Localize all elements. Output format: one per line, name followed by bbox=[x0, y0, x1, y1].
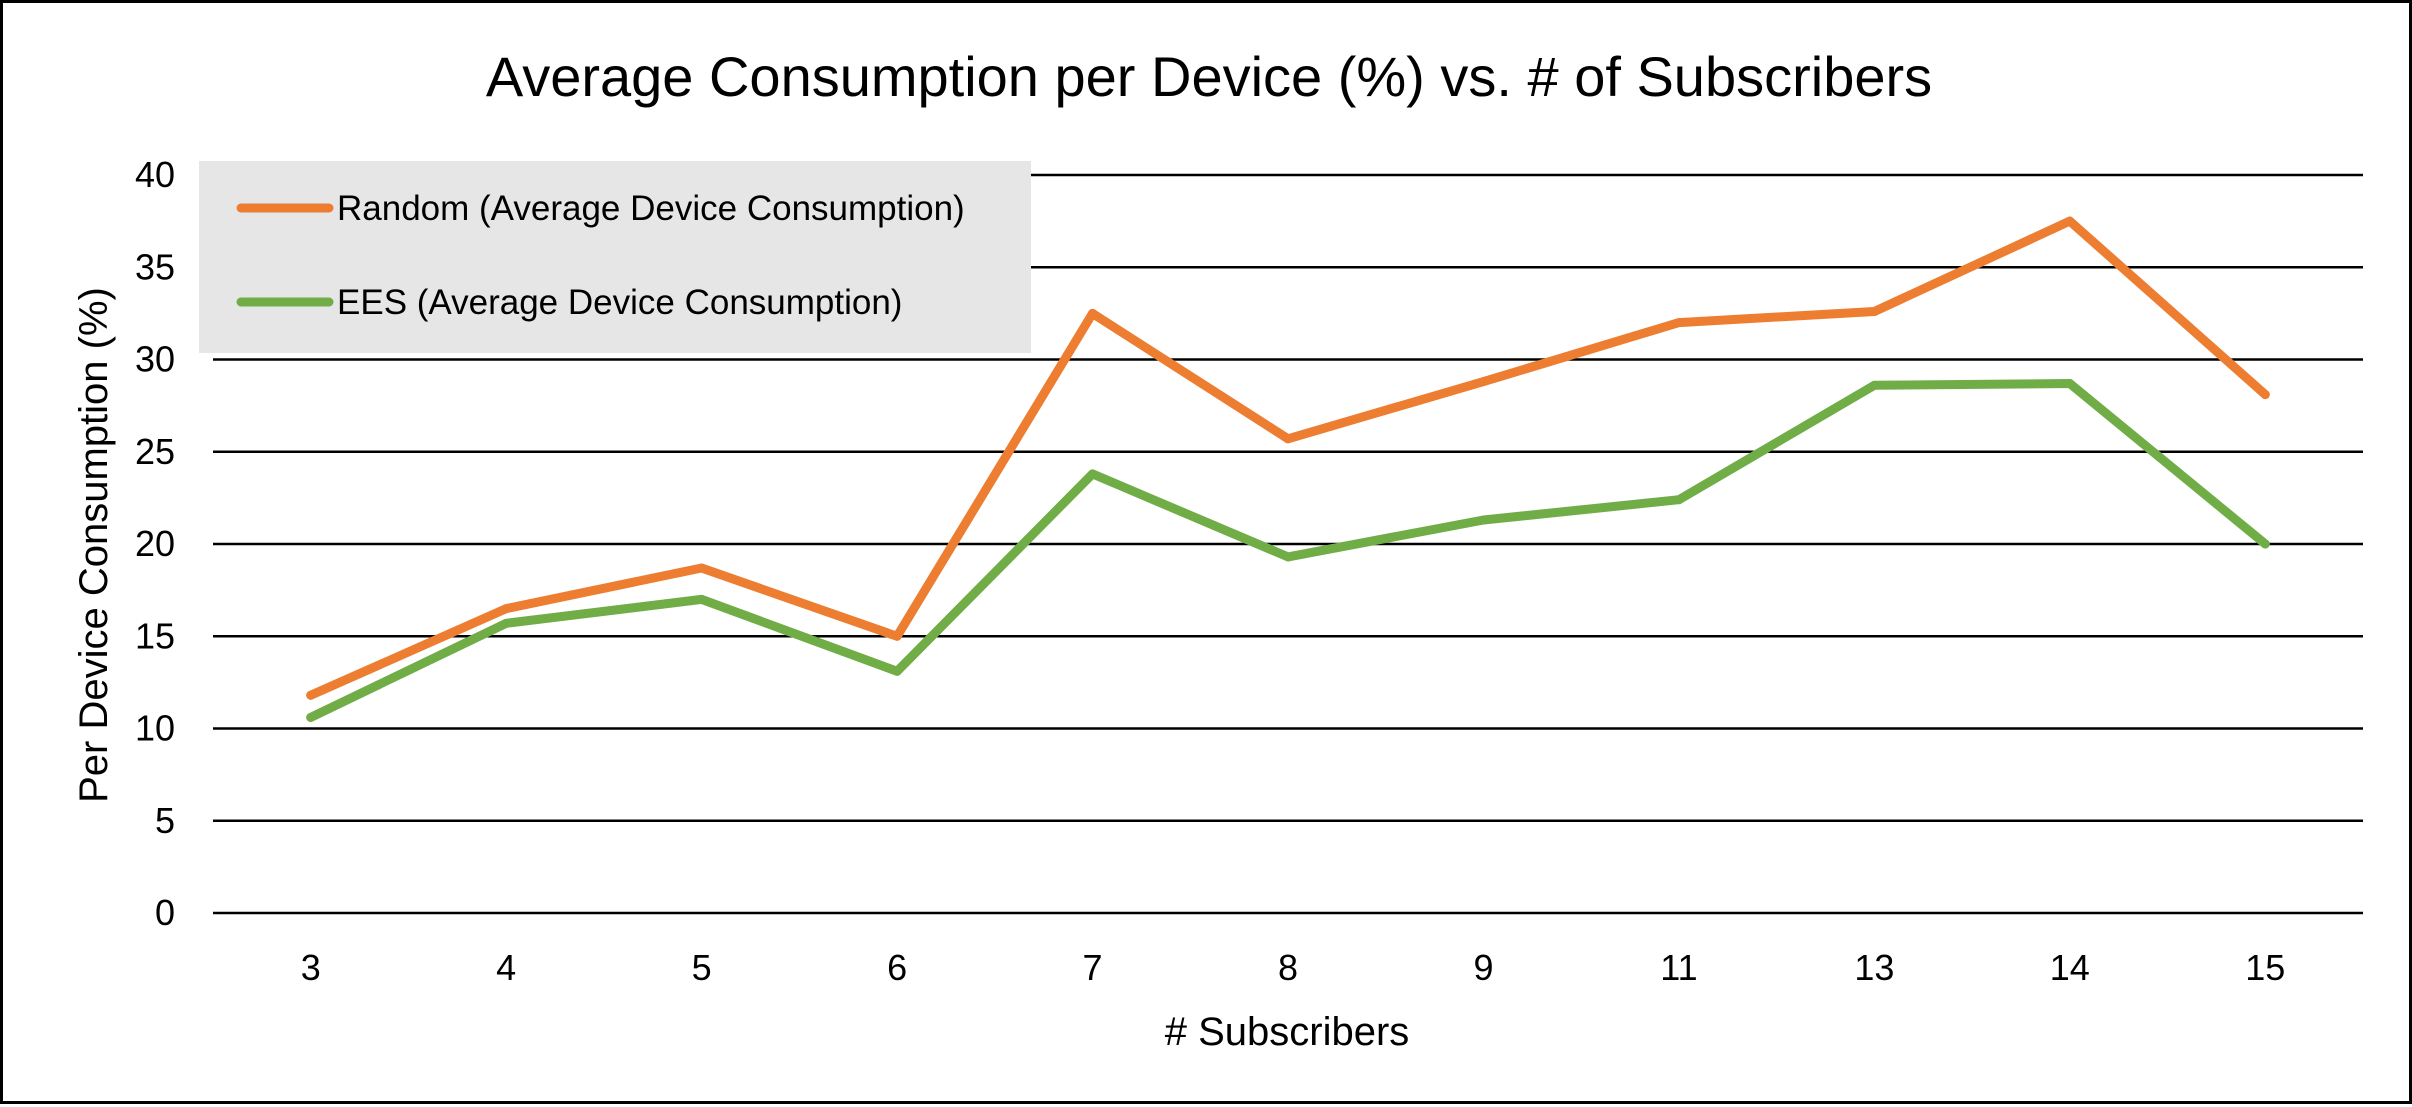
y-tick-label: 0 bbox=[155, 892, 175, 933]
y-tick-label: 35 bbox=[135, 246, 175, 287]
x-axis-title: # Subscribers bbox=[1165, 1010, 1410, 1054]
x-tick-label: 7 bbox=[1083, 947, 1103, 988]
data-point bbox=[2260, 539, 2270, 549]
data-point bbox=[1088, 308, 1098, 318]
y-tick-label: 10 bbox=[135, 708, 175, 749]
legend-label: Random (Average Device Consumption) bbox=[337, 189, 965, 228]
x-tick-label: 6 bbox=[887, 947, 907, 988]
data-point bbox=[1869, 380, 1879, 390]
y-tick-label: 5 bbox=[155, 800, 175, 841]
x-tick-label: 11 bbox=[1660, 947, 1697, 988]
data-point bbox=[697, 594, 707, 604]
series-lines bbox=[306, 216, 2270, 722]
y-tick-label: 40 bbox=[135, 154, 175, 195]
data-point bbox=[1674, 318, 1684, 328]
x-tick-label: 3 bbox=[301, 947, 321, 988]
y-axis-title: Per Device Consumption (%) bbox=[72, 287, 116, 803]
line-chart: Average Consumption per Device (%) vs. #… bbox=[72, 45, 2363, 1054]
y-tick-label: 20 bbox=[135, 523, 175, 564]
x-tick-label: 13 bbox=[1854, 947, 1894, 988]
data-point bbox=[501, 618, 511, 628]
data-point bbox=[2065, 216, 2075, 226]
data-point bbox=[2260, 390, 2270, 400]
x-tick-label: 15 bbox=[2245, 947, 2285, 988]
data-point bbox=[1088, 469, 1098, 479]
data-point bbox=[1869, 307, 1879, 317]
y-axis-ticks: 0 5 10 15 20 25 30 35 40 bbox=[135, 154, 175, 933]
x-tick-label: 4 bbox=[496, 947, 516, 988]
data-point bbox=[1478, 377, 1488, 387]
y-tick-label: 30 bbox=[135, 339, 175, 380]
data-point bbox=[697, 563, 707, 573]
legend-label: EES (Average Device Consumption) bbox=[337, 283, 902, 322]
chart-title: Average Consumption per Device (%) vs. #… bbox=[486, 45, 1932, 108]
data-point bbox=[1283, 434, 1293, 444]
data-point bbox=[1674, 495, 1684, 505]
x-tick-label: 5 bbox=[692, 947, 712, 988]
y-tick-label: 15 bbox=[135, 615, 175, 656]
data-point bbox=[1283, 552, 1293, 562]
legend: Random (Average Device Consumption) EES (… bbox=[199, 161, 1031, 353]
data-point bbox=[501, 604, 511, 614]
data-point bbox=[2065, 378, 2075, 388]
x-axis-ticks: 3 4 5 6 7 8 9 11 13 14 15 bbox=[301, 947, 2286, 988]
x-tick-label: 8 bbox=[1278, 947, 1298, 988]
data-point bbox=[892, 666, 902, 676]
x-tick-label: 14 bbox=[2050, 947, 2090, 988]
data-point bbox=[306, 690, 316, 700]
data-point bbox=[1478, 515, 1488, 525]
x-tick-label: 9 bbox=[1473, 947, 1493, 988]
legend-box bbox=[199, 161, 1031, 353]
y-tick-label: 25 bbox=[135, 431, 175, 472]
data-point bbox=[306, 712, 316, 722]
data-point bbox=[892, 631, 902, 641]
gridlines bbox=[213, 173, 2363, 915]
